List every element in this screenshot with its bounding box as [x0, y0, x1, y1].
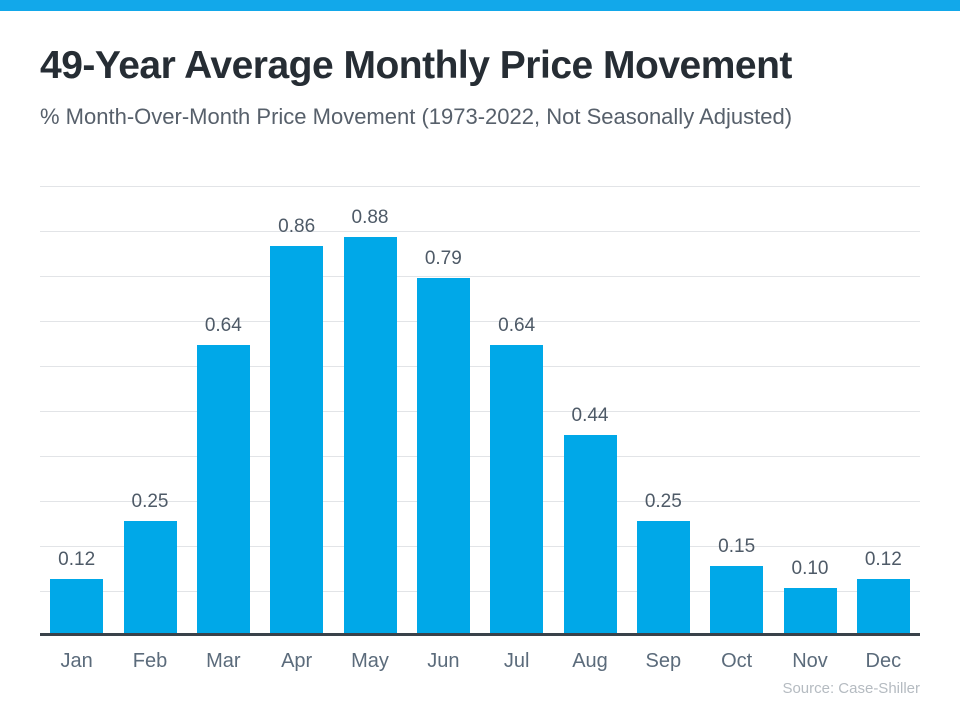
bar-apr [270, 246, 324, 633]
x-axis-label-feb: Feb [132, 650, 168, 672]
gridline [40, 411, 920, 412]
bar-feb [123, 520, 177, 633]
gridline [40, 591, 920, 592]
gridline [40, 501, 920, 502]
bar-nov [783, 588, 837, 633]
bar-value-label-sep: 0.25 [644, 490, 682, 512]
x-axis-label-nov: Nov [792, 650, 828, 672]
chart-title: 49-Year Average Monthly Price Movement [40, 44, 792, 87]
bar-value-label-may: 0.88 [351, 207, 389, 228]
bar-value-label-aug: 0.44 [571, 405, 609, 426]
x-axis-label-apr: Apr [281, 650, 313, 672]
bar-chart-plot-area: 0.12 Jan 0.25 Feb 0.64 Mar 0.86 Apr 0.88 May 0.79 J… [40, 186, 920, 672]
chart-subtitle: % Month-Over-Month Price Movement (1973-… [40, 104, 793, 129]
source-caption: Source: Case-Shiller [782, 680, 920, 697]
x-axis-label-jul: Jul [503, 650, 530, 672]
bar-jul [490, 345, 544, 633]
gridline [40, 321, 920, 322]
top-accent-strip [0, 0, 960, 11]
bar-mar [196, 345, 250, 633]
x-axis-label-jan: Jan [60, 650, 93, 672]
bar-value-label-mar: 0.64 [204, 315, 242, 336]
bar-value-label-jan: 0.12 [58, 549, 96, 570]
x-axis-label-dec: Dec [865, 650, 902, 672]
x-axis-label-oct: Oct [721, 650, 753, 672]
gridline [40, 186, 920, 187]
x-axis-label-jun: Jun [427, 650, 460, 672]
bar-jan [50, 579, 104, 633]
bar-oct [710, 565, 764, 633]
x-axis-label-sep: Sep [645, 650, 682, 672]
bar-value-label-dec: 0.12 [864, 549, 902, 570]
gridline [40, 366, 920, 367]
gridline [40, 456, 920, 457]
bar-value-label-jul: 0.64 [498, 315, 536, 336]
bar-sep [636, 520, 690, 633]
x-axis-label-mar: Mar [206, 650, 241, 672]
gridline [40, 231, 920, 232]
bar-aug [563, 435, 617, 633]
x-axis-label-aug: Aug [572, 650, 608, 672]
gridline [40, 546, 920, 547]
bar-value-label-jun: 0.79 [424, 247, 462, 269]
bar-value-label-nov: 0.10 [791, 558, 829, 579]
bar-value-label-oct: 0.15 [718, 535, 756, 557]
x-axis-label-may: May [351, 650, 389, 672]
bar-value-label-feb: 0.25 [131, 490, 169, 512]
bar-may [343, 237, 397, 633]
bar-value-label-apr: 0.86 [278, 216, 316, 237]
gridline [40, 276, 920, 277]
bar-jun [416, 277, 470, 633]
bar-dec [856, 579, 910, 633]
